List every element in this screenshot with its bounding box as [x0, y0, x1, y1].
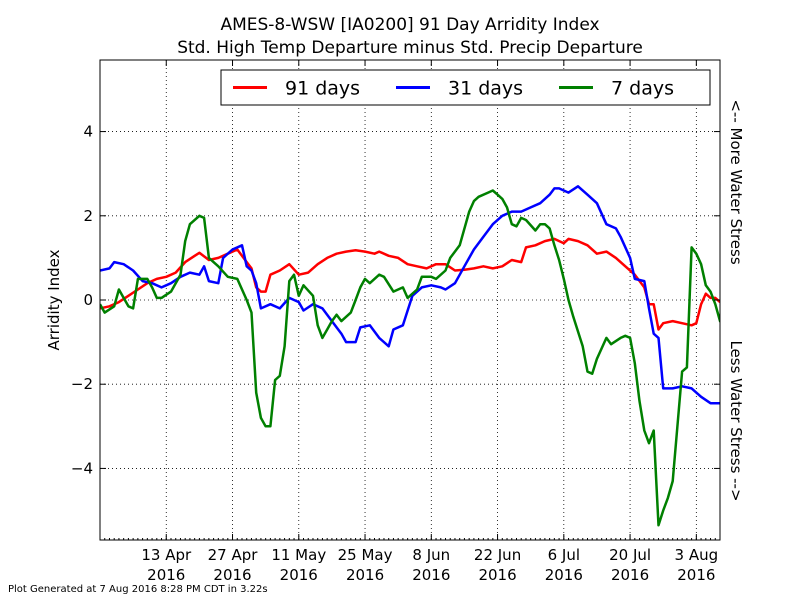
axis-ticks: −4 −2 0 2 4 13 Apr 2016 27 Apr 2016 11 May 2016 25 …: [71, 60, 720, 584]
legend-label-7-days: 7 days: [611, 78, 674, 100]
y-tick-label: −2: [71, 375, 93, 393]
x-tick-label-year: 2016: [545, 566, 583, 584]
y-tick-label: 4: [83, 123, 93, 141]
x-tick-label-year: 2016: [346, 566, 384, 584]
series-lines: [100, 185, 720, 527]
x-tick-label-year: 2016: [280, 566, 318, 584]
x-tick-label-date: 8 Jun: [412, 546, 450, 564]
x-tick-label-date: 11 May: [271, 546, 326, 564]
x-tick-label-year: 2016: [213, 566, 251, 584]
right-label-more-stress: <-- More Water Stress: [727, 99, 745, 265]
x-tick-label-date: 22 Jun: [474, 546, 521, 564]
right-label-less-stress: Less Water Stress -->: [727, 340, 745, 501]
y-axis-label: Arridity Index: [45, 249, 63, 350]
x-tick-label-date: 6 Jul: [548, 546, 580, 564]
legend-label-31-days: 31 days: [448, 78, 523, 100]
x-tick-label-date: 25 May: [338, 546, 393, 564]
y-tick-label: 2: [83, 207, 93, 225]
plot-generated-footer: Plot Generated at 7 Aug 2016 8:28 PM CDT…: [8, 584, 268, 595]
x-tick-label-date: 3 Aug: [675, 546, 719, 564]
legend: 91 days 31 days 7 days: [220, 69, 711, 106]
y-tick-label: −4: [71, 459, 93, 477]
x-tick-label-year: 2016: [147, 566, 185, 584]
chart-subtitle: Std. High Temp Departure minus Std. Prec…: [177, 38, 643, 58]
x-tick-label-year: 2016: [478, 566, 516, 584]
x-tick-label-year: 2016: [611, 566, 649, 584]
legend-box: [220, 69, 711, 106]
y-tick-label: 0: [83, 291, 93, 309]
chart-title: AMES-8-WSW [IA0200] 91 Day Arridity Inde…: [220, 15, 599, 35]
grid-lines: [100, 60, 720, 540]
x-tick-label-year: 2016: [412, 566, 450, 584]
series-line-31-days: [100, 185, 720, 406]
x-tick-label-date: 20 Jul: [609, 546, 651, 564]
x-tick-label-date: 27 Apr: [208, 546, 259, 564]
x-tick-label-year: 2016: [677, 566, 715, 584]
x-tick-label-date: 13 Apr: [141, 546, 192, 564]
legend-label-91-days: 91 days: [285, 78, 360, 100]
series-line-7-days: [100, 189, 720, 527]
